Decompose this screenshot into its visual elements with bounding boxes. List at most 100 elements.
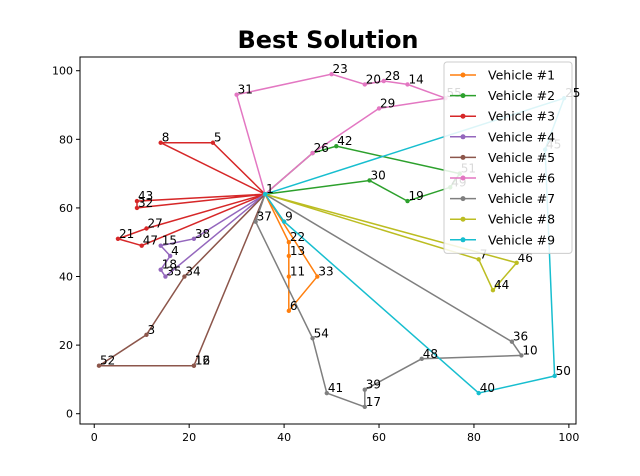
node-label: 47	[143, 234, 158, 248]
route-point	[329, 71, 334, 77]
route-point	[253, 219, 258, 224]
x-tick-label: 40	[277, 431, 291, 444]
route-point	[310, 150, 315, 156]
node-label: 30	[371, 168, 386, 182]
legend-label: Vehicle #1	[488, 68, 555, 83]
route-point	[367, 178, 372, 183]
node-label: 15	[162, 234, 177, 248]
route-point	[139, 243, 144, 248]
node-label: 29	[380, 96, 395, 110]
route-point	[519, 353, 524, 358]
node-label: 35	[166, 265, 181, 279]
route-point	[96, 363, 102, 368]
route-point	[490, 288, 496, 293]
legend-marker	[460, 72, 466, 78]
legend-item: Vehicle #8	[450, 212, 555, 227]
node-label: 46	[518, 251, 533, 265]
node-label: 21	[119, 227, 134, 241]
x-tick-label: 20	[182, 431, 196, 444]
node-label: 3	[147, 323, 155, 337]
legend-label: Vehicle #2	[488, 88, 555, 103]
axes-frame	[79, 56, 577, 425]
route-point	[376, 106, 382, 111]
legend-marker	[460, 216, 466, 222]
legend-item: Vehicle #5	[450, 150, 555, 165]
route-point	[419, 356, 424, 362]
x-tick-label: 0	[91, 431, 98, 444]
node-label: 12	[195, 354, 210, 368]
route-point	[167, 253, 173, 259]
route-point	[286, 240, 292, 245]
legend-item: Vehicle #9	[450, 232, 555, 247]
legend-label: Vehicle #7	[488, 191, 555, 206]
route-point	[476, 257, 481, 262]
node-label: 20	[366, 72, 381, 86]
node-label: 7	[480, 247, 488, 261]
route-point	[144, 332, 149, 338]
legend-item: Vehicle #1	[450, 68, 555, 83]
y-tick-label: 60	[59, 202, 73, 215]
node-label: 6	[290, 299, 298, 313]
legend-marker	[460, 196, 466, 202]
node-label: 19	[409, 189, 424, 203]
route-point	[286, 274, 292, 279]
route-point	[405, 198, 410, 204]
route-point	[158, 243, 163, 248]
y-tick-label: 100	[52, 65, 73, 78]
route-point	[191, 236, 197, 241]
y-tick-label: 40	[59, 271, 73, 284]
node-label: 18	[162, 258, 177, 272]
node-label: 27	[147, 216, 162, 230]
node-label: 50	[556, 364, 571, 378]
route-point	[286, 253, 292, 259]
route-point	[163, 274, 168, 279]
node-label: 41	[328, 381, 343, 395]
legend-item: Vehicle #6	[450, 171, 555, 186]
legend-marker	[460, 175, 466, 181]
node-label: 8	[162, 131, 170, 145]
node-label: 13	[290, 244, 305, 258]
series-vehicle-2	[262, 143, 462, 204]
legend-item: Vehicle #2	[450, 88, 555, 103]
route-point	[476, 390, 481, 396]
route-point	[210, 140, 216, 145]
node-label: 54	[314, 326, 329, 340]
y-tick-label: 80	[59, 133, 73, 146]
node-label: 31	[238, 83, 253, 97]
node-label: 36	[513, 330, 528, 344]
route-point	[324, 390, 330, 396]
route-point	[310, 336, 315, 341]
node-label: 16	[195, 354, 210, 368]
node-label: 9	[285, 210, 293, 224]
route-line	[264, 145, 461, 202]
route-point	[134, 198, 140, 204]
legend-item: Vehicle #4	[450, 129, 555, 144]
legend-label: Vehicle #8	[488, 212, 555, 227]
legend-marker	[460, 93, 466, 99]
route-point	[315, 274, 320, 279]
node-label: 10	[522, 343, 537, 357]
route-point	[381, 78, 386, 84]
route-point	[514, 260, 519, 265]
x-tick-label: 100	[558, 431, 579, 444]
legend-item: Vehicle #3	[450, 109, 555, 124]
legend-box	[443, 61, 573, 254]
node-label: 34	[185, 265, 200, 279]
legend-label: Vehicle #4	[488, 129, 555, 144]
node-label: 42	[337, 134, 352, 148]
node-label: 39	[366, 378, 381, 392]
y-tick-label: 0	[66, 408, 73, 421]
legend: Vehicle #1 Vehicle #2 Vehicle #3 Vehicle #4…	[443, 61, 573, 254]
legend-marker	[460, 154, 466, 160]
route-point	[144, 226, 149, 231]
route-point	[509, 339, 515, 344]
legend-marker	[460, 237, 466, 243]
route-point	[362, 387, 367, 392]
node-label: 52	[100, 354, 115, 368]
route-point	[158, 140, 163, 145]
node-label: 4	[171, 244, 179, 258]
x-tick-label: 80	[467, 431, 481, 444]
route-line	[235, 73, 446, 195]
node-label: 22	[290, 230, 305, 244]
route-point	[281, 219, 287, 224]
